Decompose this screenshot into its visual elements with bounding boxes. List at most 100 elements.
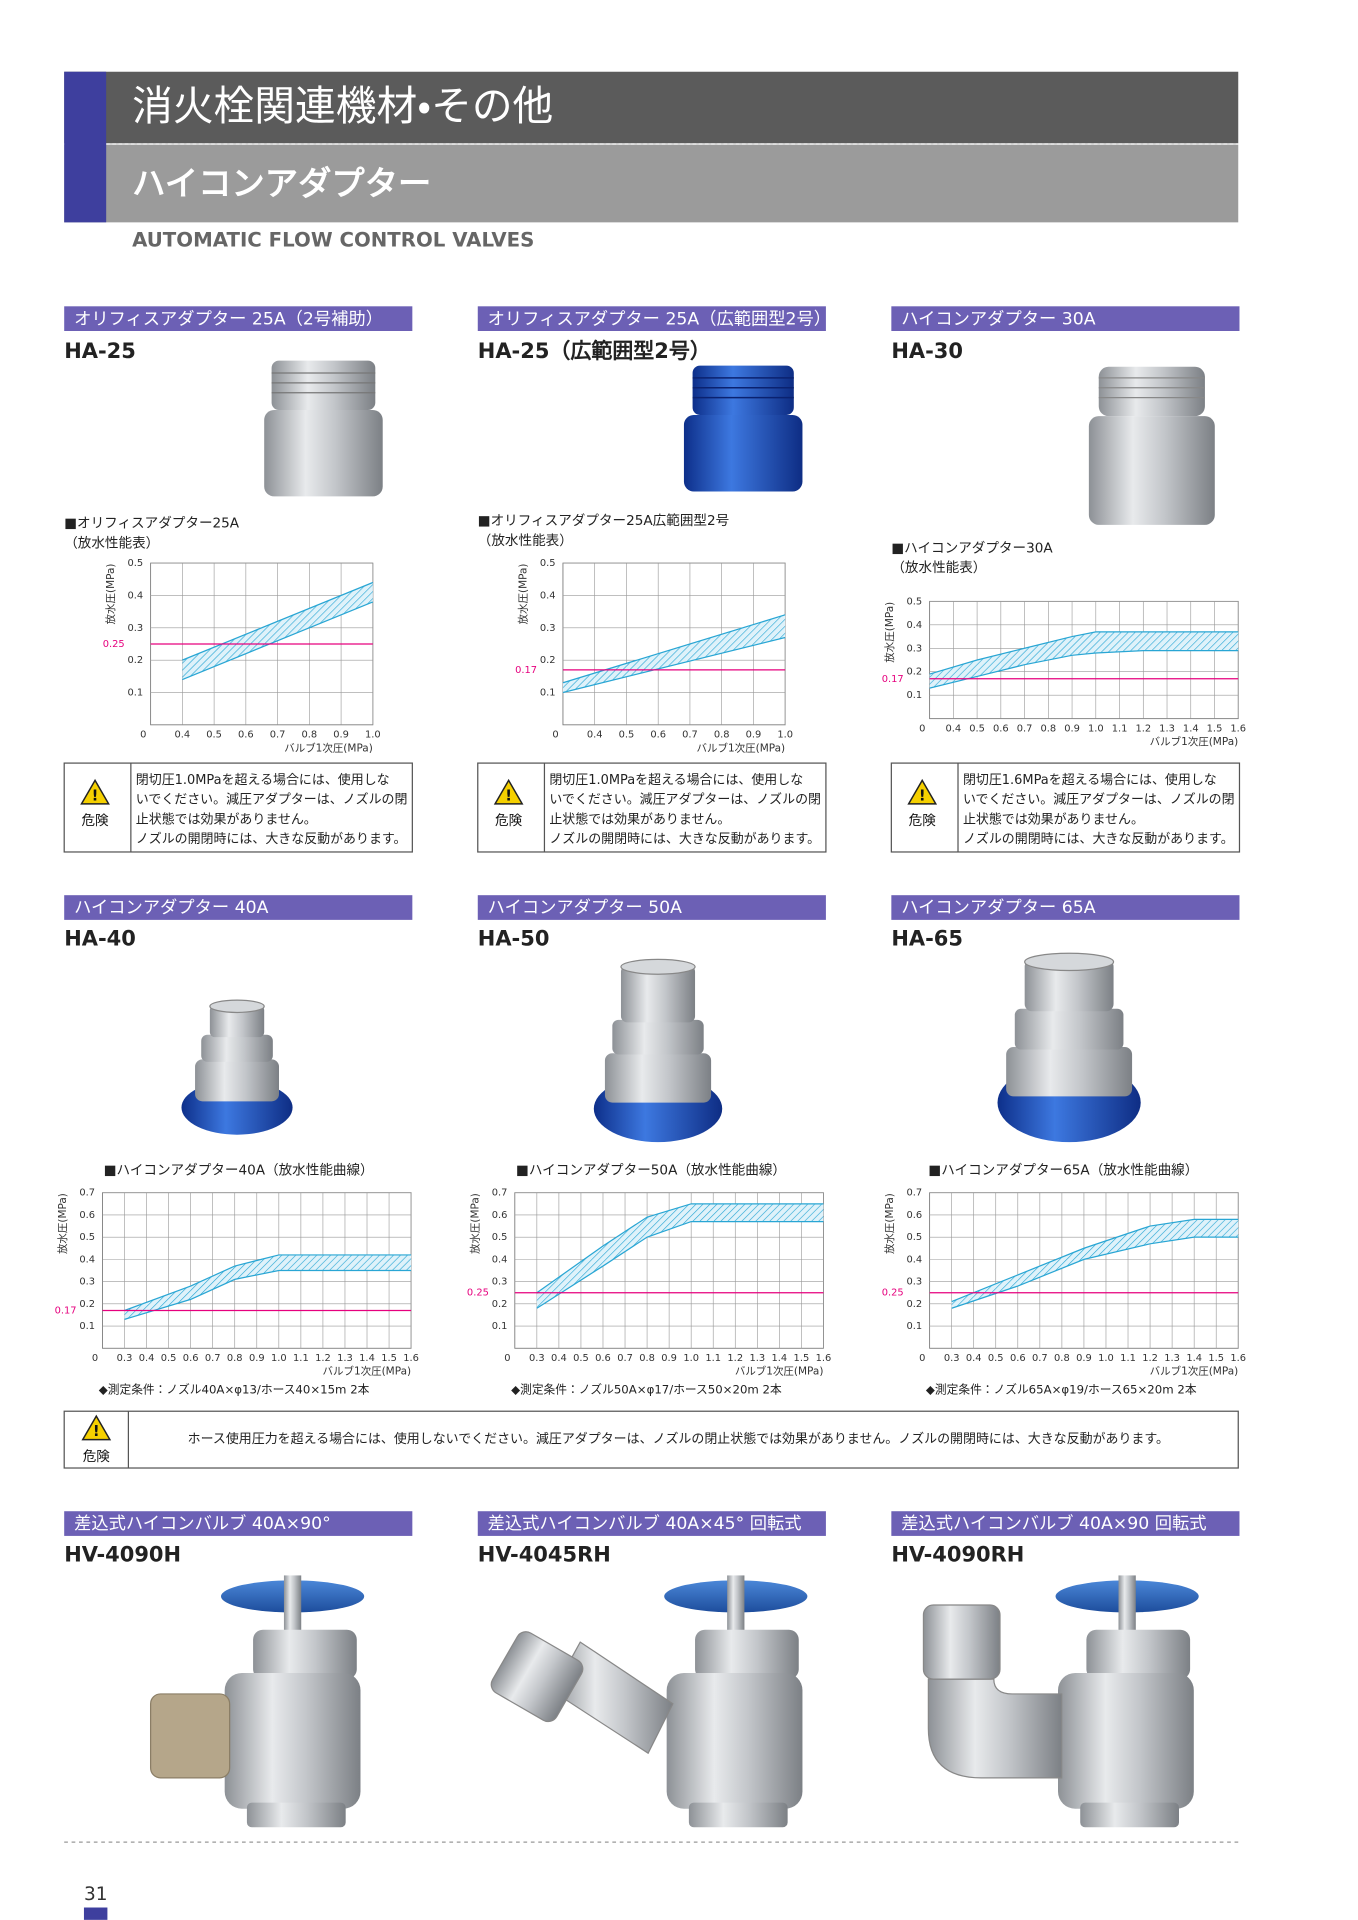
x-tick-label: 1.3	[1159, 724, 1175, 735]
y-axis-label: 放水圧(MPa)	[468, 1193, 481, 1254]
x-tick-label: 0.8	[301, 730, 317, 741]
band-fill	[182, 582, 373, 680]
product-label-bar	[477, 306, 826, 331]
chart-title: ■ハイコンアダプター40A（放水性能曲線）	[104, 1162, 374, 1178]
band-edge	[182, 601, 374, 681]
product-label: ハイコンアダプター 50A	[488, 898, 683, 918]
warning-text: ノズルの開閉時には、大きな反動があります。	[549, 831, 820, 847]
product-image	[1088, 366, 1215, 525]
x-tick-label: 0.7	[1017, 724, 1033, 735]
warning-text: いでください。減圧アダプターは、ノズルの閉	[963, 792, 1235, 808]
band-fill	[562, 614, 786, 693]
y-tick-label: 0.2	[492, 1299, 508, 1310]
product-image	[683, 365, 803, 492]
x-tick-label: 1.5	[794, 1353, 810, 1364]
x-tick-label: 1.3	[337, 1353, 353, 1364]
product-model: HV-4090RH	[891, 1543, 1024, 1567]
warning-icon-mark: !	[919, 787, 926, 804]
x-tick-label: 1.5	[381, 1353, 397, 1364]
y-tick-label: 0.3	[907, 1277, 923, 1288]
y-tick-label: 0.2	[907, 667, 923, 678]
product-label-bar	[64, 1511, 413, 1536]
product-model: HA-25	[64, 339, 136, 363]
x-tick-label: 1.1	[1120, 1353, 1136, 1364]
header-title: 消火栓関連機材・その他	[132, 82, 553, 130]
band-edge	[929, 650, 1239, 689]
product-label-bar	[64, 895, 413, 920]
band-edge	[536, 1220, 824, 1309]
chart-note: ◆測定条件：ノズル65A×φ19/ホース65×20m 2本	[926, 1383, 1197, 1397]
page-number: 31	[84, 1884, 108, 1905]
warning-text: 閉切圧1.0MPaを超える場合には、使用しな	[549, 772, 803, 788]
reference-label: 0.17	[882, 674, 904, 685]
warning-label: 危険	[909, 813, 937, 829]
x-tick-label: 1.1	[1112, 724, 1128, 735]
x-tick-label: 0.5	[161, 1353, 177, 1364]
x-tick-label: 1.4	[772, 1353, 788, 1364]
y-axis-label: 放水圧(MPa)	[883, 1193, 896, 1254]
x-tick-label: 0.6	[993, 724, 1009, 735]
y-tick-label: 0.7	[492, 1188, 508, 1199]
x-axis-label: バルブ1次圧(MPa)	[1150, 735, 1239, 748]
chart-title: ■ハイコンアダプター30A	[891, 540, 1053, 556]
x-tick-label: 1.5	[1208, 1353, 1224, 1364]
product-label-bar	[891, 1511, 1240, 1536]
product-model: HA-40	[64, 927, 136, 951]
x-tick-label: 1.3	[749, 1353, 765, 1364]
band-edge	[951, 1236, 1239, 1309]
product-model: HA-50	[478, 927, 550, 951]
origin-label: 0	[919, 1353, 925, 1364]
y-tick-label: 0.1	[128, 687, 144, 698]
band-fill	[536, 1203, 824, 1309]
product-image	[922, 1575, 1199, 1828]
band-edge	[929, 631, 1239, 675]
warning-text: 閉切圧1.6MPaを超える場合には、使用しな	[963, 772, 1217, 788]
product-image	[490, 1575, 808, 1828]
y-tick-label: 0.4	[128, 590, 144, 601]
product-model: HV-4090H	[64, 1543, 181, 1567]
band-edge	[562, 614, 786, 684]
y-tick-label: 0.4	[907, 620, 923, 631]
x-tick-label: 0.5	[969, 724, 985, 735]
chart-title: ■オリフィスアダプター25A広範囲型2号	[478, 513, 729, 529]
y-tick-label: 0.2	[128, 655, 144, 666]
page-number-accent	[83, 1907, 108, 1920]
chart-note: ◆測定条件：ノズル50A×φ17/ホース50×20m 2本	[511, 1383, 782, 1397]
reference-label: 0.25	[103, 639, 125, 650]
x-tick-label: 1.2	[727, 1353, 743, 1364]
product-label: オリフィスアダプター 25A（2号補助）	[74, 309, 383, 329]
x-tick-label: 0.3	[117, 1353, 133, 1364]
y-tick-label: 0.1	[907, 690, 923, 701]
product-label-bar	[891, 306, 1240, 331]
x-tick-label: 0.9	[661, 1353, 677, 1364]
y-tick-label: 0.3	[79, 1277, 95, 1288]
y-tick-label: 0.1	[540, 687, 556, 698]
x-tick-label: 0.7	[270, 730, 286, 741]
y-tick-label: 0.1	[492, 1321, 508, 1332]
y-tick-label: 0.6	[907, 1210, 923, 1221]
chart-title: ■ハイコンアダプター65A（放水性能曲線）	[928, 1162, 1198, 1178]
y-tick-label: 0.6	[492, 1210, 508, 1221]
origin-label: 0	[92, 1353, 98, 1364]
warning-icon	[80, 778, 110, 805]
y-tick-label: 0.5	[907, 1232, 923, 1243]
y-axis-label: 放水圧(MPa)	[56, 1193, 69, 1254]
x-tick-label: 0.6	[595, 1353, 611, 1364]
x-tick-label: 0.3	[529, 1353, 545, 1364]
product-image	[997, 952, 1141, 1143]
x-tick-label: 0.6	[238, 730, 254, 741]
y-axis-label: 放水圧(MPa)	[516, 563, 529, 624]
warning-text: ノズルの開閉時には、大きな反動があります。	[963, 831, 1234, 847]
chart-title: ■オリフィスアダプター25A	[64, 516, 240, 532]
band-fill	[124, 1254, 412, 1320]
y-axis-label: 放水圧(MPa)	[104, 563, 117, 624]
y-axis-label: 放水圧(MPa)	[883, 602, 896, 663]
product-image	[181, 999, 293, 1135]
product-label: 差込式ハイコンバルブ 40A×90°	[74, 1513, 331, 1534]
header-band	[64, 71, 1239, 144]
x-tick-label: 0.4	[966, 1353, 982, 1364]
x-tick-label: 1.0	[777, 730, 793, 741]
chart-subtitle: （放水性能表）	[891, 560, 986, 576]
warning-text: 止状態では効果がありません。	[136, 812, 317, 827]
